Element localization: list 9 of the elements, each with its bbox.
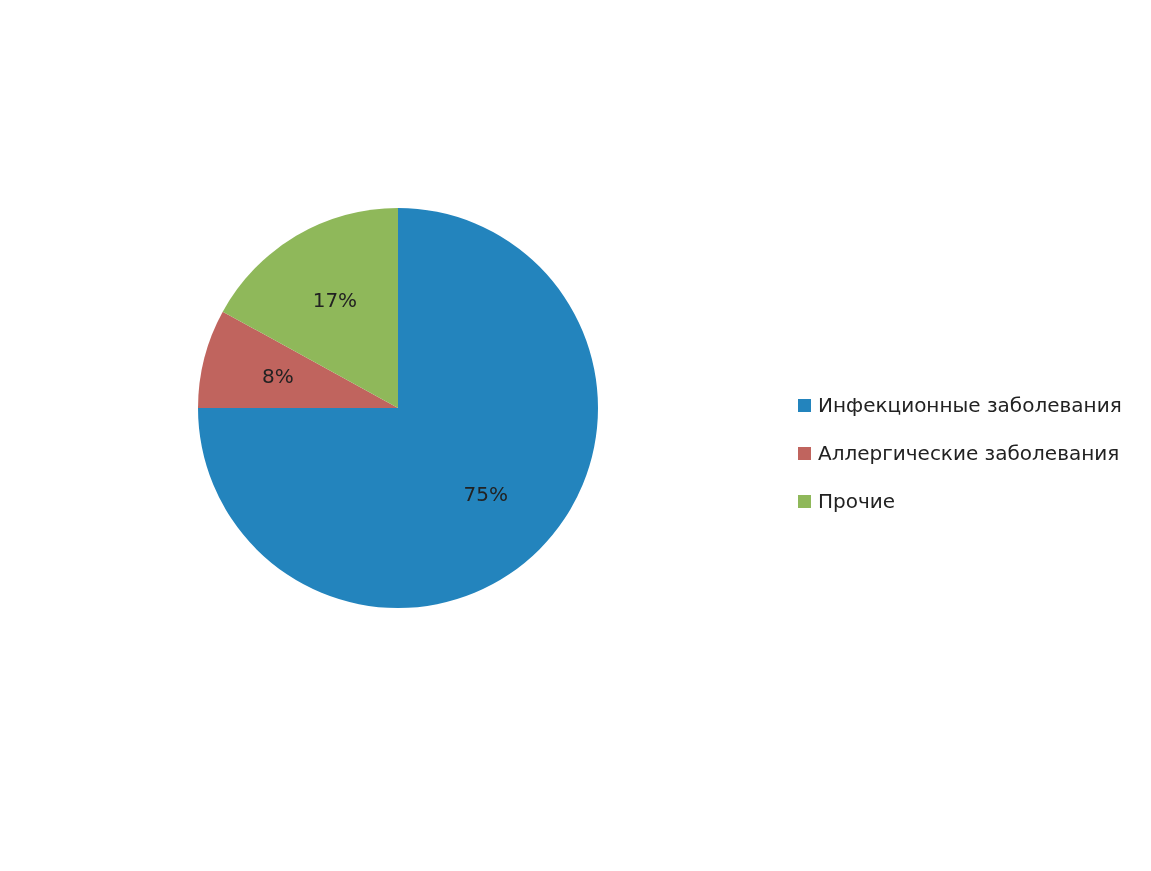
legend-label: Аллергические заболевания	[818, 440, 1120, 465]
legend-label: Инфекционные заболевания	[818, 392, 1122, 417]
data-label: 75%	[463, 482, 508, 507]
data-label: 8%	[262, 363, 294, 388]
pie-slice	[198, 208, 598, 608]
data-label: 17%	[312, 287, 358, 312]
pie-slice	[222, 208, 398, 408]
pie-slice	[198, 311, 398, 408]
legend-label: Прочие	[818, 488, 896, 513]
